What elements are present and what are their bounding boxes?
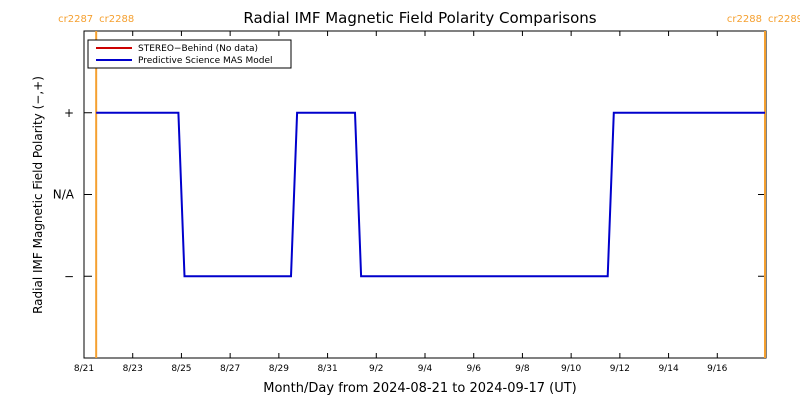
y-axis-ticks: + N/A −: [53, 106, 766, 283]
x-tick-label: 9/14: [658, 364, 678, 374]
carrington-markers: cr2287 cr2288 cr2288 cr2289: [58, 14, 800, 358]
y-axis-label: Radial IMF Magnetic Field Polarity (−,+): [31, 76, 45, 314]
x-tick-label: 8/27: [220, 364, 240, 374]
x-tick-label: 9/4: [418, 364, 433, 374]
carrington-label-before: cr2287: [58, 14, 93, 25]
x-tick-label: 8/29: [269, 364, 289, 374]
carrington-label-after: cr2288: [99, 14, 134, 25]
legend-box: [87, 39, 292, 69]
x-tick-label: 9/2: [369, 364, 383, 374]
series-group: [96, 111, 765, 278]
x-tick-label: 9/12: [610, 364, 630, 374]
x-axis-label: Month/Day from 2024-08-21 to 2024-09-17 …: [263, 381, 576, 396]
x-tick-label: 8/31: [317, 364, 337, 374]
legend-label-stereo: STEREO−Behind (No data): [138, 44, 258, 54]
x-tick-label: 9/8: [515, 364, 530, 374]
x-tick-label: 9/16: [707, 364, 727, 374]
chart-title: Radial IMF Magnetic Field Polarity Compa…: [243, 9, 596, 27]
x-tick-label: 8/23: [123, 364, 143, 374]
carrington-label-after: cr2289: [768, 14, 800, 25]
y-tick-label: N/A: [53, 188, 75, 202]
x-tick-label: 8/21: [74, 364, 94, 374]
x-tick-label: 9/10: [561, 364, 581, 374]
x-tick-label: 8/25: [171, 364, 191, 374]
carrington-label-before: cr2288: [727, 14, 762, 25]
y-tick-label: −: [64, 269, 74, 283]
x-tick-label: 9/6: [466, 364, 481, 374]
y-tick-label: +: [64, 106, 74, 120]
series-line-model: [96, 111, 765, 278]
x-axis-ticks: 8/21 8/23 8/25 8/27 8/29 8/31 9/2 9/4 9/6 9/8 9/10…: [74, 31, 728, 374]
legend: STEREO−Behind (No data) Predictive Scien…: [87, 39, 292, 69]
legend-label-model: Predictive Science MAS Model: [138, 56, 273, 66]
plot-frame: [83, 30, 767, 359]
